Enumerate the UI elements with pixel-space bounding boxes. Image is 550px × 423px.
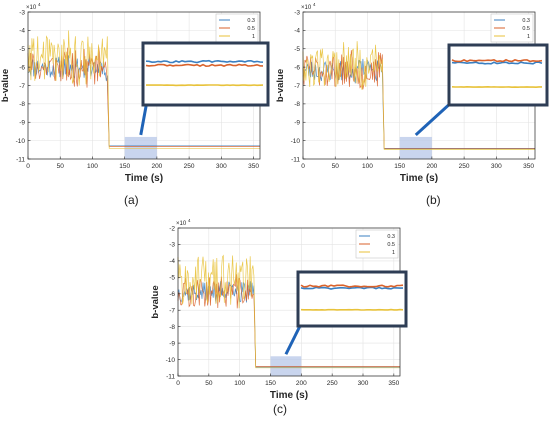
y-tick-label: -9	[169, 340, 175, 347]
series-line-1	[177, 254, 400, 369]
y-tick-label: -10	[166, 357, 176, 364]
x-tick-label: 0	[176, 380, 180, 387]
chart-panel-c: 0 50 100 150 200 250 300 350 -11 -10 -9 -8 -7 -6 -5 -4 -…	[140, 218, 415, 423]
x-tick-label: 350	[248, 163, 259, 170]
x-tick-label: 50	[332, 163, 340, 170]
y-tick-label: -8	[19, 101, 25, 108]
x-tick-label: 350	[388, 380, 399, 387]
y-tick-label: -11	[16, 156, 25, 163]
zoom-inset-box	[447, 43, 549, 107]
x-tick-label: 50	[205, 380, 213, 387]
x-tick-label: 200	[426, 163, 437, 170]
y-tick-label: -4	[294, 28, 300, 35]
y-tick-label: -9	[19, 120, 25, 127]
y-tick-label: -8	[294, 101, 300, 108]
y-exponent-label: ×10	[176, 221, 187, 227]
y-exponent-label: ×10	[301, 5, 312, 11]
x-tick-label: 200	[296, 380, 307, 387]
y-exponent-power: 4	[188, 218, 191, 223]
x-tick-label: 150	[265, 380, 276, 387]
y-tick-label: -10	[16, 138, 26, 145]
legend-entry-1: 1	[392, 250, 395, 256]
legend-entry-1: 1	[527, 34, 530, 40]
y-tick-label: -4	[169, 258, 175, 265]
zoom-inset-line-0.5	[145, 63, 264, 68]
y-tick-label: -4	[19, 28, 25, 35]
y-tick-label: -3	[169, 242, 175, 249]
y-tick-label: -5	[294, 46, 300, 53]
zoom-inset-line-0.3	[451, 61, 543, 65]
x-tick-label: 150	[119, 163, 130, 170]
y-tick-label: -3	[294, 9, 300, 16]
x-tick-label: 100	[362, 163, 373, 170]
y-tick-label: -5	[169, 275, 175, 282]
x-tick-label: 300	[216, 163, 227, 170]
legend-entry-0.5: 0.5	[522, 26, 530, 32]
y-tick-label: -6	[294, 64, 300, 71]
panel-label-a: (a)	[124, 193, 139, 207]
legend-entry-0.3: 0.3	[247, 18, 255, 24]
y-tick-label: -11	[166, 373, 175, 380]
x-axis-label: Time (s)	[270, 390, 308, 401]
x-tick-label: 350	[523, 163, 534, 170]
y-exponent-label: ×10	[26, 5, 37, 11]
legend-entry-1: 1	[252, 34, 255, 40]
chart-c-svg: 0 50 100 150 200 250 300 350 -11 -10 -9 -8 -7 -6 -5 -4 -…	[150, 218, 408, 401]
y-axis-label: b-value	[275, 69, 286, 102]
chart-a-svg: 0 50 100 150 200 250 300 350 -11 -10 -9 -8 -7 -6 -5 -4 -…	[0, 2, 270, 184]
y-exponent-power: 4	[38, 2, 41, 7]
chart-panel-b: 0 50 100 150 200 250 300 350 -11 -10 -9 -8 -7 -6 -5 -4 -…	[275, 0, 550, 215]
x-tick-label: 250	[184, 163, 195, 170]
y-tick-label: -7	[19, 83, 25, 90]
y-tick-label: -5	[19, 46, 25, 53]
zoom-inset-line-0.5	[451, 58, 543, 63]
x-tick-label: 0	[26, 163, 30, 170]
x-tick-label: 100	[87, 163, 98, 170]
x-tick-label: 100	[234, 380, 245, 387]
y-tick-label: -6	[169, 291, 175, 298]
x-axis-label: Time (s)	[400, 173, 438, 184]
y-axis-label: b-value	[150, 285, 161, 318]
legend-entry-0.3: 0.3	[522, 18, 530, 24]
legend-entry-0.5: 0.5	[247, 26, 255, 32]
y-axis-label: b-value	[0, 69, 11, 102]
legend-entry-0.5: 0.5	[387, 242, 395, 248]
chart-b-svg: 0 50 100 150 200 250 300 350 -11 -10 -9 -8 -7 -6 -5 -4 -…	[275, 2, 549, 184]
series-line-1	[27, 30, 260, 149]
y-tick-label: -10	[291, 138, 301, 145]
x-tick-label: 300	[491, 163, 502, 170]
x-tick-label: 250	[459, 163, 470, 170]
panel-label-c: (c)	[273, 402, 287, 416]
series-line-0.5	[302, 50, 535, 149]
y-tick-label: -7	[169, 308, 175, 315]
zoom-inset-line-0.5	[300, 284, 404, 288]
legend-entry-0.3: 0.3	[387, 234, 395, 240]
x-tick-label: 0	[301, 163, 305, 170]
x-tick-label: 50	[57, 163, 65, 170]
x-axis-label: Time (s)	[125, 173, 163, 184]
panel-label-b: (b)	[426, 193, 441, 207]
zoom-inset-box	[296, 270, 408, 328]
zoom-pointer-arrow	[139, 100, 149, 136]
y-tick-label: -11	[291, 156, 300, 163]
y-tick-label: -6	[19, 64, 25, 71]
series-line-1	[302, 41, 535, 150]
zoom-inset-line-0.3	[300, 286, 403, 290]
highlight-region	[270, 356, 302, 376]
y-tick-label: -7	[294, 83, 300, 90]
y-tick-label: -2	[169, 225, 175, 232]
y-tick-label: -3	[19, 9, 25, 16]
chart-panel-a: 0 50 100 150 200 250 300 350 -11 -10 -9 -8 -7 -6 -5 -4 -…	[0, 0, 275, 215]
x-tick-label: 200	[151, 163, 162, 170]
y-exponent-power: 4	[313, 2, 316, 7]
x-tick-label: 300	[358, 380, 369, 387]
x-tick-label: 150	[394, 163, 405, 170]
zoom-pointer-arrow	[414, 99, 455, 137]
zoom-inset-box	[141, 41, 270, 107]
zoom-inset-line-0.3	[145, 59, 264, 64]
y-tick-label: -9	[294, 120, 300, 127]
x-tick-label: 250	[327, 380, 338, 387]
y-tick-label: -8	[169, 324, 175, 331]
